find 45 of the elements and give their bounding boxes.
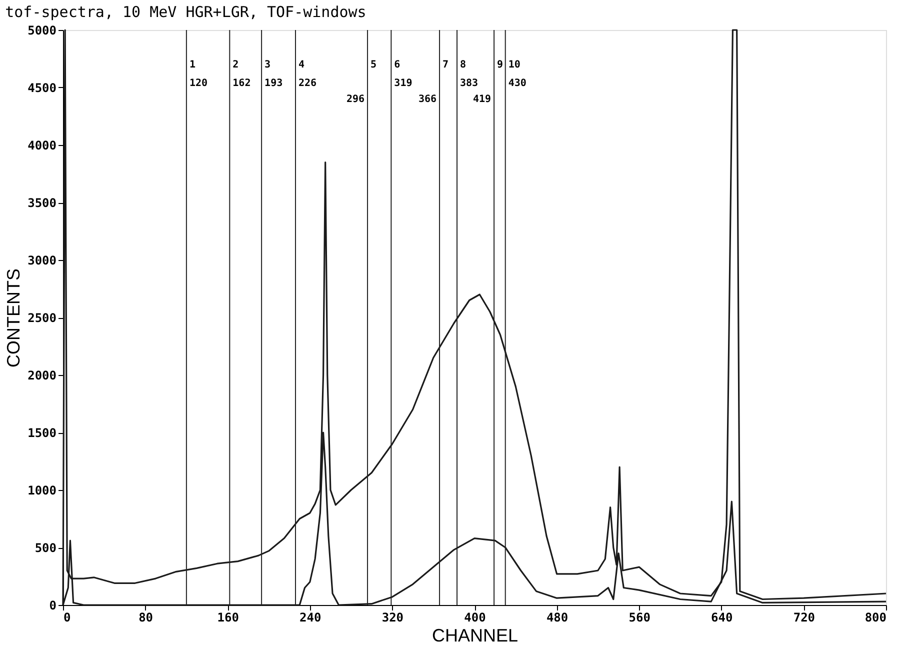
x-tick-label: 400 — [464, 610, 486, 624]
y-axis-title: CONTENTS — [4, 268, 24, 368]
y-tick-label: 0 — [49, 598, 56, 612]
y-tick-label: 5000 — [28, 24, 56, 38]
x-tick-label: 560 — [628, 610, 650, 624]
y-tick-label: 1000 — [28, 484, 56, 498]
annotation: 9 — [497, 60, 504, 70]
ref-line-label: 430 — [508, 78, 526, 89]
ref-line-label: 120 — [189, 78, 208, 89]
y-tick-label: 3500 — [28, 196, 56, 210]
ref-line-label: 162 — [232, 78, 251, 89]
x-axis-title: CHANNEL — [432, 626, 518, 646]
x-tick-label: 80 — [138, 610, 154, 624]
annotation: 3 — [264, 60, 271, 70]
ref-line-label: 383 — [460, 78, 478, 89]
ref-line-label: 419 — [472, 94, 492, 105]
y-tick-label: 4500 — [28, 81, 56, 95]
annotation: 4 — [298, 60, 305, 70]
annotation: 8 — [460, 60, 466, 70]
annotation: 7 — [442, 60, 449, 70]
y-tick-label: 4000 — [28, 138, 56, 152]
ref-line-label: 296 — [346, 94, 365, 105]
ref-line-label: 319 — [394, 78, 412, 89]
x-tick-label: 320 — [382, 610, 404, 624]
x-tick-label: 240 — [300, 610, 322, 624]
annotation: 2 — [232, 60, 239, 70]
x-tick-label: 800 — [864, 610, 886, 624]
y-tick-label: 2000 — [28, 368, 56, 382]
annotation: 1 — [189, 60, 196, 70]
x-tick-label: 0 — [64, 610, 71, 624]
y-tick-label: 1500 — [28, 426, 56, 440]
ref-line-label: 193 — [264, 78, 283, 89]
chart-title: tof-spectra, 10 MeV HGR+LGR, TOF-windows — [5, 3, 366, 21]
x-tick-label: 720 — [793, 610, 816, 624]
ref-line-label: 366 — [418, 94, 437, 105]
x-tick-label: 160 — [217, 610, 239, 624]
x-tick-label: 480 — [546, 610, 568, 624]
x-tick-label: 640 — [711, 610, 733, 624]
y-tick-label: 2500 — [28, 311, 56, 325]
y-tick-label: 500 — [34, 541, 56, 555]
ref-line-label: 226 — [298, 78, 317, 89]
annotation: 5 — [370, 60, 377, 70]
annotation: 10 — [508, 60, 520, 70]
y-tick-label: 3000 — [28, 254, 56, 268]
annotation: 6 — [394, 60, 400, 70]
